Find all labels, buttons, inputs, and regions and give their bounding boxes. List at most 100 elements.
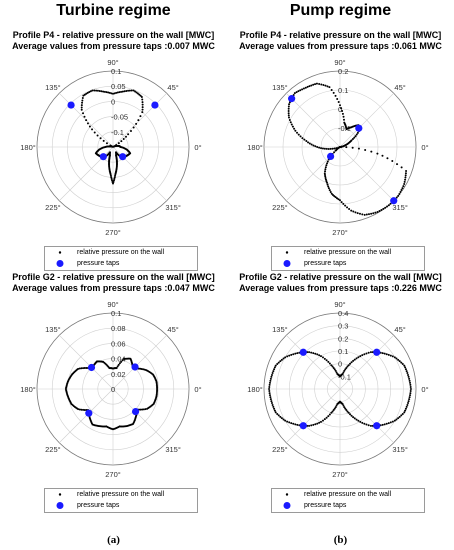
data-point (305, 140, 308, 143)
data-point (380, 208, 383, 211)
data-point (86, 122, 89, 125)
data-point (324, 84, 327, 87)
data-point (120, 360, 123, 363)
data-point (113, 92, 116, 95)
data-point (406, 403, 409, 406)
series-pressure-taps (85, 363, 140, 417)
data-point (80, 367, 83, 370)
angle-label: 135° (45, 325, 61, 334)
data-point (404, 407, 407, 410)
data-point (374, 211, 377, 214)
data-point (325, 164, 328, 167)
data-point (141, 106, 144, 109)
data-point (349, 362, 352, 365)
data-point (316, 353, 319, 356)
data-point (354, 211, 357, 214)
data-point (100, 90, 103, 93)
data-point (409, 385, 412, 388)
data-point (91, 89, 94, 92)
polar-chart-turbine-g2: Profile G2 - relative pressure on the wa… (0, 272, 227, 522)
data-point (116, 91, 119, 94)
data-point (316, 146, 319, 148)
grid-spoke (339, 93, 394, 148)
data-point (404, 366, 407, 369)
data-point (351, 138, 354, 141)
radial-tick-label: 0.2 (338, 67, 348, 76)
data-point (357, 147, 360, 150)
data-point (268, 392, 271, 395)
data-point (397, 358, 400, 361)
legend-item-wall-pressure: relative pressure on the wall (272, 489, 424, 500)
data-point (287, 105, 290, 108)
legend-item-wall-pressure: relative pressure on the wall (45, 247, 197, 258)
chart-title: Profile G2 - relative pressure on the wa… (12, 272, 215, 282)
data-point (82, 94, 85, 97)
data-point (327, 360, 330, 363)
chart-title: Profile P4 - relative pressure on the wa… (239, 30, 442, 40)
angle-label: 315° (165, 203, 181, 212)
data-point (387, 204, 390, 207)
data-point (408, 396, 411, 399)
data-point (139, 408, 142, 411)
data-point (384, 206, 387, 209)
data-point (89, 90, 92, 93)
legend-item-wall-pressure: relative pressure on the wall (272, 247, 424, 258)
data-point (96, 134, 99, 137)
radial-tick-label: 0.04 (111, 355, 126, 364)
data-point (323, 172, 326, 175)
data-point (318, 146, 321, 149)
chart-subtitle: Average values from pressure taps :0.007… (12, 41, 215, 51)
data-point (324, 175, 327, 178)
data-point (355, 418, 358, 421)
pressure-tap-point (119, 153, 127, 161)
data-point (320, 420, 322, 423)
angle-label: 45° (167, 83, 178, 92)
data-point (333, 407, 336, 410)
data-point (401, 363, 404, 366)
data-point (344, 368, 347, 371)
data-point (327, 415, 330, 418)
data-point (277, 361, 280, 364)
turbine-regime-title: Turbine regime (56, 2, 171, 19)
angle-label: 45° (167, 325, 178, 334)
data-point (409, 381, 412, 384)
data-point (294, 129, 297, 132)
data-point (312, 83, 315, 86)
polar-plot: 0° 45° 90° 135° 180° 225° 270° 315° 0.2 0.1 0 -0.1 (247, 58, 428, 237)
data-point (128, 89, 131, 92)
data-point (286, 420, 289, 423)
data-point (404, 409, 407, 412)
data-point (347, 411, 350, 414)
grid-spoke (286, 335, 341, 390)
data-point (141, 108, 144, 111)
angle-label: 270° (105, 470, 121, 479)
data-point (122, 358, 125, 361)
data-point (347, 364, 350, 367)
pressure-tap-point (131, 363, 139, 371)
data-point (332, 91, 335, 94)
data-point (322, 84, 325, 87)
data-point (336, 97, 339, 100)
data-point (335, 371, 338, 374)
pressure-tap-point (99, 153, 107, 161)
angle-label: 135° (272, 83, 288, 92)
radial-tick-label: 0.1 (338, 86, 348, 95)
data-point (269, 379, 272, 382)
data-point (333, 151, 336, 154)
data-point (345, 409, 348, 412)
data-point (289, 121, 292, 124)
angle-label: 225° (45, 445, 61, 454)
data-point (382, 207, 385, 210)
series-wall-pressure (80, 89, 144, 185)
angle-label: 270° (332, 228, 348, 237)
data-point (323, 173, 326, 176)
data-point (127, 89, 130, 92)
data-point (93, 131, 96, 134)
data-point (282, 357, 285, 360)
data-point (308, 424, 311, 427)
legend-item-pressure-taps: pressure taps (272, 500, 424, 511)
data-point (287, 112, 290, 115)
angle-label: 0° (194, 385, 201, 394)
blue-dot-icon (283, 502, 291, 509)
data-point (132, 126, 135, 129)
